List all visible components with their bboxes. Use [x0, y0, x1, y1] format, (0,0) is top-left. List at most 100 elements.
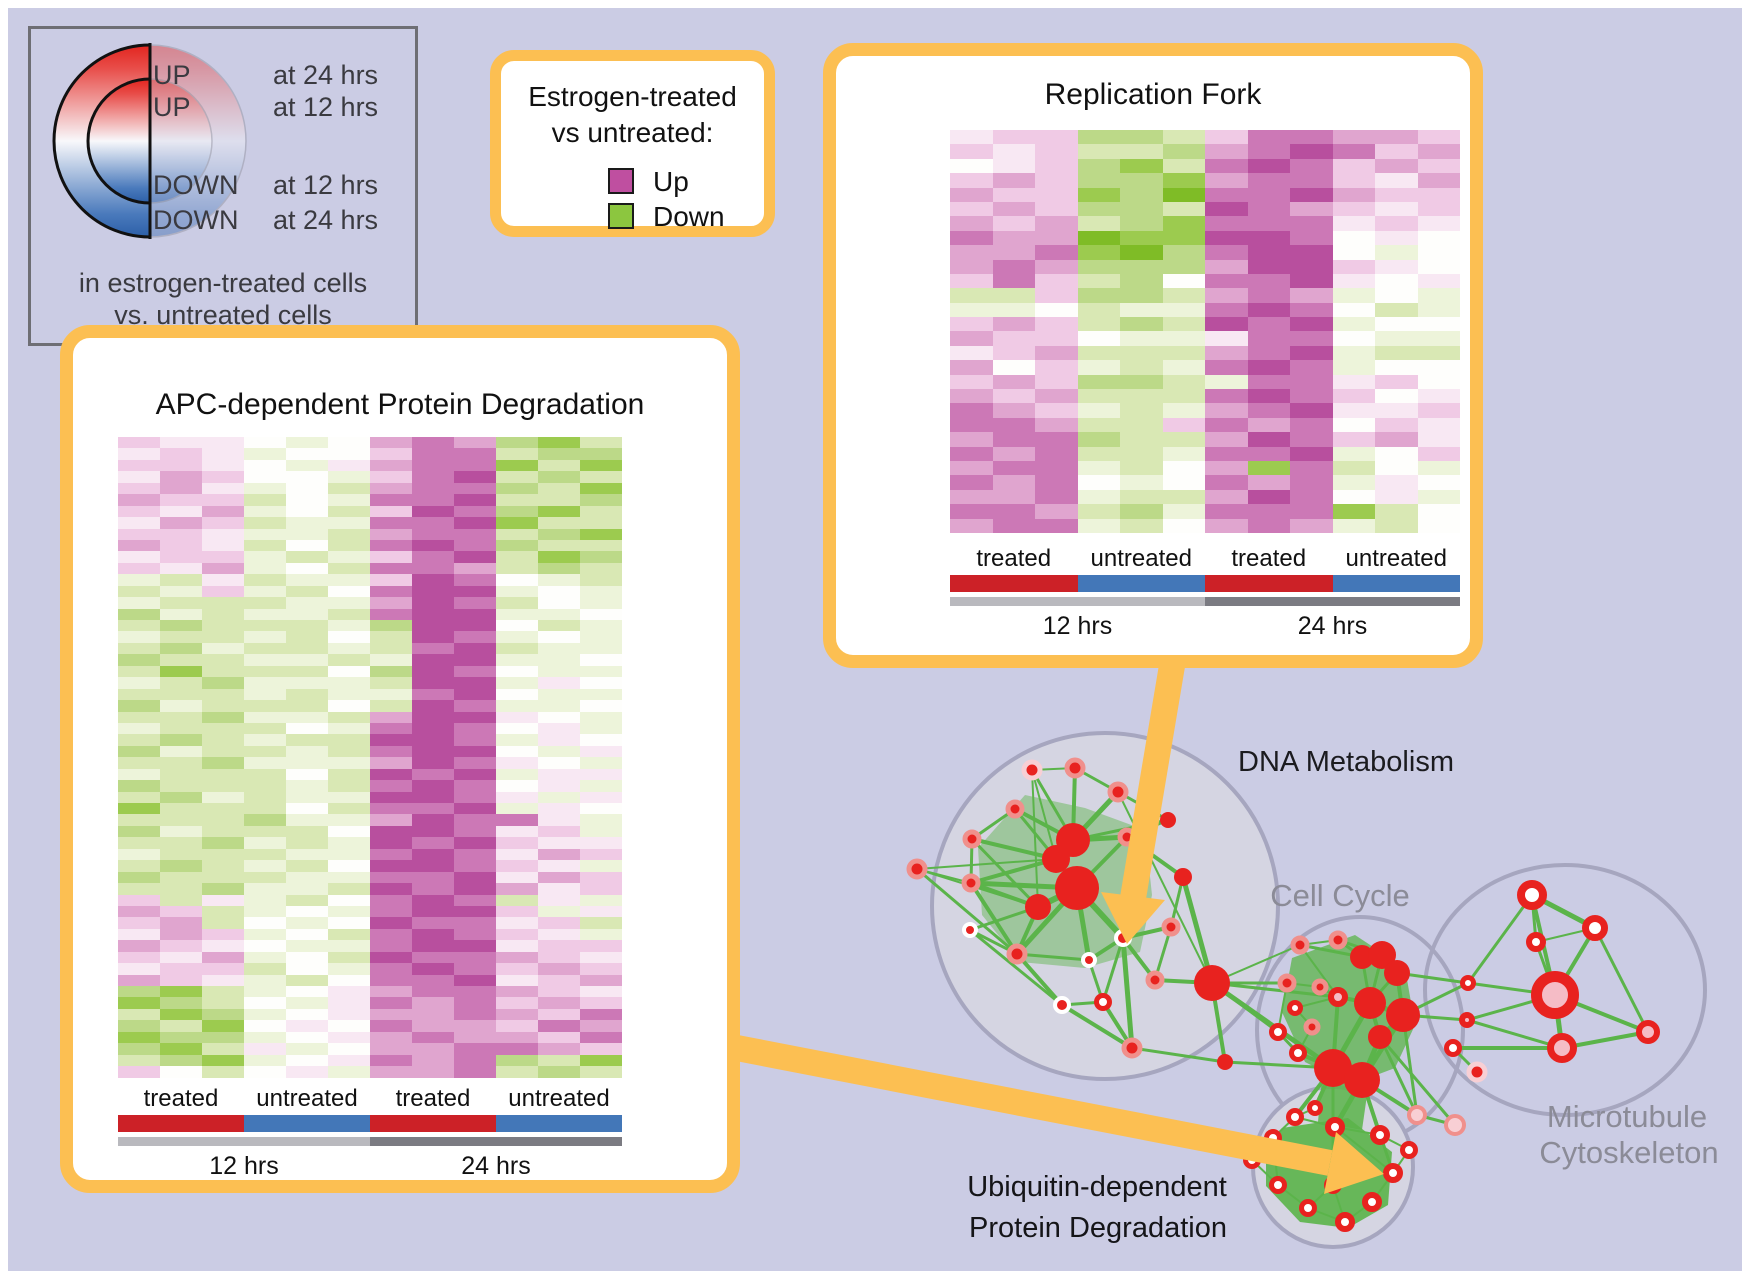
- heatmap-cell: [160, 437, 202, 449]
- heatmap-cell: [1077, 230, 1120, 246]
- heatmap-cell: [412, 997, 454, 1009]
- heatmap-cell: [202, 551, 244, 563]
- heatmap-cell: [1247, 345, 1290, 361]
- heatmap-cell: [370, 928, 412, 941]
- network-node: [1400, 1141, 1418, 1159]
- heatmap-cell: [538, 905, 580, 918]
- heatmap-cell: [412, 711, 454, 723]
- heatmap-cell: [496, 620, 538, 632]
- key-dir-outer-top: UP: [153, 60, 191, 90]
- heatmap-cell: [370, 780, 412, 792]
- condition-label: untreated: [1345, 545, 1447, 572]
- heatmap-cell: [286, 848, 328, 861]
- heatmap-cell: [1375, 360, 1418, 375]
- heatmap-cell: [412, 620, 454, 632]
- heatmap-cell: [496, 562, 538, 575]
- heatmap-cell: [1120, 230, 1163, 246]
- condition-bar-untreated: [244, 1115, 370, 1132]
- heatmap-cell: [496, 928, 538, 941]
- network-node: [906, 858, 928, 880]
- heatmap-cell: [160, 459, 202, 472]
- heatmap-cell: [370, 642, 412, 655]
- heatmap-cell: [580, 791, 622, 803]
- heatmap-cell: [118, 494, 160, 506]
- heatmap-cell: [454, 871, 496, 884]
- heatmap-cell: [160, 654, 202, 666]
- heatmap-cell: [328, 848, 370, 861]
- heatmap-cell: [538, 665, 580, 678]
- heatmap-cell: [286, 654, 328, 666]
- heatmap-cell: [370, 986, 412, 998]
- heatmap-cell: [1120, 489, 1163, 505]
- heatmap-cell: [454, 688, 496, 701]
- heatmap-cell: [412, 494, 454, 506]
- heatmap-cell: [1120, 158, 1163, 174]
- heatmap-cell: [160, 791, 202, 803]
- heatmap-cell: [1077, 288, 1120, 303]
- heatmap-cell: [370, 608, 412, 620]
- heatmap-cell: [1375, 302, 1418, 318]
- heatmap-cell: [328, 894, 370, 906]
- heatmap-cell: [244, 459, 286, 472]
- heatmap-cell: [1120, 403, 1163, 418]
- heatmap-cell: [992, 230, 1035, 246]
- heatmap-cell: [1205, 216, 1248, 231]
- heatmap-cell: [1120, 317, 1163, 332]
- network-node: [1277, 973, 1297, 993]
- heatmap-cell: [538, 768, 580, 781]
- heatmap-cell: [1332, 144, 1375, 159]
- heatmap-cell: [538, 997, 580, 1009]
- heatmap-cell: [1332, 446, 1375, 461]
- heatmap-cell: [1162, 230, 1205, 246]
- heatmap-cell: [1205, 374, 1248, 390]
- heatmap-cell: [244, 608, 286, 620]
- heatmap-cell: [202, 883, 244, 895]
- rf-condition-labels: treated untreated treated untreated: [950, 545, 1460, 573]
- updown-title-line1: Estrogen-treated: [528, 81, 737, 112]
- condition-label: treated: [143, 1085, 219, 1112]
- network-edge: [971, 837, 1057, 861]
- heatmap-cell: [1162, 432, 1205, 447]
- heatmap-cell: [160, 448, 202, 460]
- heatmap-cell: [1417, 518, 1460, 533]
- heatmap-cell: [118, 768, 160, 781]
- heatmap-cell: [1247, 403, 1290, 418]
- heatmap-cell: [118, 1043, 160, 1055]
- heatmap-cell: [328, 608, 370, 620]
- heatmap-cell: [202, 734, 244, 746]
- heatmap-cell: [244, 825, 286, 838]
- heatmap-cell: [580, 642, 622, 655]
- heatmap-cell: [1247, 475, 1290, 490]
- network-node: [1636, 1020, 1660, 1044]
- heatmap-cell: [370, 448, 412, 460]
- heatmap-cell: [580, 814, 622, 826]
- heatmap-cell: [328, 1054, 370, 1067]
- heatmap-cell: [1375, 201, 1418, 217]
- heatmap-cell: [412, 665, 454, 678]
- heatmap-cell: [1077, 201, 1120, 217]
- heatmap-cell: [1290, 360, 1333, 375]
- heatmap-cell: [286, 642, 328, 655]
- heatmap-cell: [286, 711, 328, 723]
- heatmap-cell: [412, 551, 454, 563]
- heatmap-cell: [454, 974, 496, 986]
- heatmap-cell: [118, 745, 160, 758]
- heatmap-cell: [1162, 302, 1205, 318]
- network-node: [1145, 970, 1165, 990]
- heatmap-cell: [202, 871, 244, 884]
- network-node: [1289, 1044, 1307, 1062]
- heatmap-cell: [496, 1043, 538, 1055]
- heatmap-cell: [454, 471, 496, 483]
- heatmap-cell: [412, 654, 454, 666]
- heatmap-cell: [1162, 446, 1205, 461]
- heatmap-cell: [496, 860, 538, 872]
- network-edge: [1101, 937, 1125, 1003]
- heatmap-cell: [1035, 374, 1078, 390]
- heatmap-cell: [1290, 446, 1333, 461]
- heatmap-cell: [286, 894, 328, 906]
- network-edge: [1016, 952, 1090, 962]
- heatmap-cell: [160, 482, 202, 495]
- heatmap-cell: [454, 1008, 496, 1021]
- heatmap-cell: [580, 597, 622, 609]
- heatmap-cell: [454, 722, 496, 735]
